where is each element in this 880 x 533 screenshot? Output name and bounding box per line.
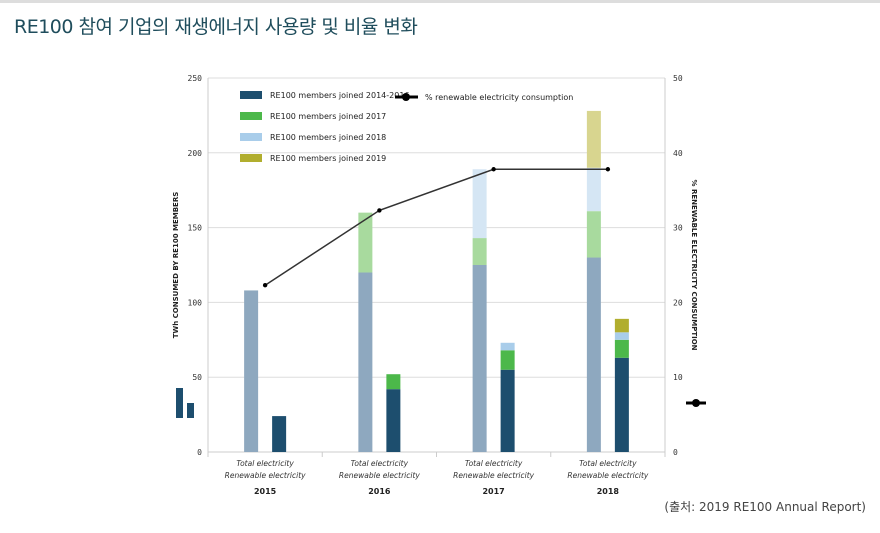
bar-renewable-2016-s0 [386,389,401,452]
bar-total-2017-s0 [472,265,487,452]
bar-total-2018-s2 [586,167,601,212]
line-point [262,282,268,288]
bar-renewable-2017-s1 [500,350,515,370]
y2-tick-label: 50 [673,74,683,83]
page-title: RE100 참여 기업의 재생에너지 사용량 및 비율 변화 [14,16,418,38]
x-bar-label-total: Total electricity [465,459,523,468]
legend-swatch [240,133,262,141]
x-bar-label-renewable: Renewable electricity [567,471,648,480]
x-bar-label-renewable: Renewable electricity [339,471,420,480]
y-tick-label: 150 [188,224,203,233]
y2-tick-label: 40 [673,149,683,158]
legend-swatch [240,91,262,99]
bar-total-2018-s1 [586,211,601,258]
y-tick-label: 0 [197,448,202,457]
top-border [0,0,880,3]
bar-renewable-2018-s0 [614,357,629,452]
y-tick-label: 200 [188,149,203,158]
y2-tick-label: 20 [673,298,683,307]
line-series [264,168,608,286]
x-bar-label-total: Total electricity [351,459,409,468]
legend-label: % renewable electricity consumption [425,93,573,102]
x-year-label: 2016 [368,487,391,496]
y-tick-label: 100 [188,298,203,307]
legend-swatch [240,154,262,162]
x-bar-label-renewable: Renewable electricity [225,471,306,480]
y-tick-label: 250 [188,74,203,83]
bar-renewable-2018-s3 [614,318,629,333]
bar-total-2015-s0 [244,290,259,452]
bar-total-2016-s1 [358,212,373,273]
bar-key-icon [187,403,194,418]
bar-total-2017-s2 [472,169,487,239]
bar-renewable-2017-s2 [500,342,515,351]
legend-swatch [240,112,262,120]
x-year-label: 2017 [482,487,504,496]
legend-label: RE100 members joined 2018 [270,133,386,142]
bar-renewable-2017-s0 [500,369,515,452]
line-key-icon [692,399,700,407]
y2-tick-label: 30 [673,224,683,233]
x-year-label: 2018 [597,487,620,496]
y2-tick-label: 10 [673,373,683,382]
x-bar-label-total: Total electricity [236,459,294,468]
source-note: (출처: 2019 RE100 Annual Report) [664,500,866,514]
bar-total-2018-s3 [586,110,601,168]
bar-renewable-2018-s2 [614,332,629,340]
bar-total-2016-s0 [358,272,373,452]
bar-total-2017-s1 [472,238,487,265]
legend-label: RE100 members joined 2017 [270,112,386,121]
line-point [491,167,496,172]
x-bar-label-total: Total electricity [579,459,637,468]
y-axis-title: TWh CONSUMED BY RE100 MEMBERS [172,192,180,339]
legend-label: RE100 members joined 2014-2016 [270,91,410,100]
x-year-label: 2015 [254,487,277,496]
legend-label: RE100 members joined 2019 [270,154,386,163]
y-tick-label: 50 [192,373,202,382]
bar-key-icon [176,388,183,418]
x-bar-label-renewable: Renewable electricity [453,471,534,480]
bar-renewable-2016-s1 [386,374,401,390]
bar-total-2018-s0 [586,257,601,452]
y2-axis-title: % RENEWABLE ELECTRICITY CONSUMPTION [690,179,698,350]
line-point [377,208,382,213]
legend-line-swatch [402,93,410,101]
line-point [605,167,611,172]
y2-tick-label: 0 [673,448,678,457]
bar-renewable-2018-s1 [614,339,629,358]
bar-renewable-2015-s0 [272,416,287,452]
